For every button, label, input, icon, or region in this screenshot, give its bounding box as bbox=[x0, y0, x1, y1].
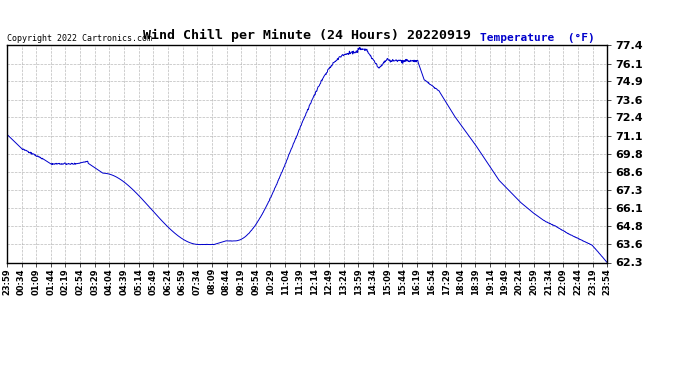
Text: Temperature  (°F): Temperature (°F) bbox=[480, 33, 595, 43]
Title: Wind Chill per Minute (24 Hours) 20220919: Wind Chill per Minute (24 Hours) 2022091… bbox=[143, 29, 471, 42]
Text: Copyright 2022 Cartronics.com: Copyright 2022 Cartronics.com bbox=[7, 34, 152, 43]
